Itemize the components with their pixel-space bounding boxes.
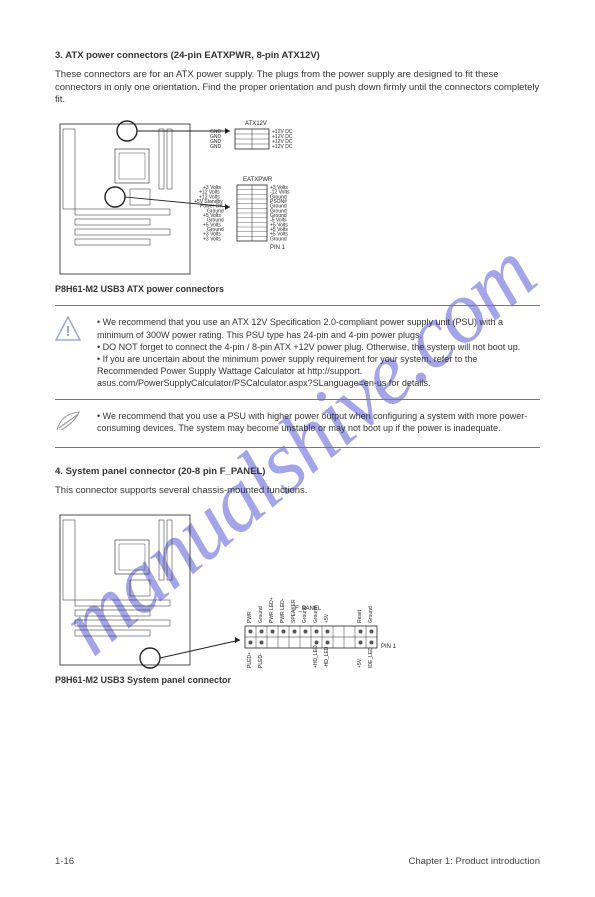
svg-text:PLED-: PLED- xyxy=(258,653,264,668)
svg-text:EATXPWR: EATXPWR xyxy=(243,177,273,183)
svg-text:Ground: Ground xyxy=(258,606,264,623)
footer-page-num: 1-16 xyxy=(55,856,74,867)
section1-heading: 3. ATX power connectors (24-pin EATXPWR,… xyxy=(55,50,540,63)
svg-text:-HD_LED: -HD_LED xyxy=(324,646,330,668)
caution-note: ! • We recommend that you use an ATX 12V… xyxy=(55,316,540,389)
section2-heading: 4. System panel connector (20-8 pin F_PA… xyxy=(55,466,540,479)
section1-desc: These connectors are for an ATX power su… xyxy=(55,69,540,107)
divider-1 xyxy=(55,305,540,306)
svg-text:IDE_LED: IDE_LED xyxy=(368,646,374,667)
page-footer: 1-16 Chapter 1: Product introduction xyxy=(55,856,540,867)
svg-text:PWR: PWR xyxy=(247,611,253,623)
section-2: 4. System panel connector (20-8 pin F_PA… xyxy=(55,466,540,686)
svg-text:Ground: Ground xyxy=(270,237,287,243)
svg-text:SPEAKER: SPEAKER xyxy=(291,599,297,623)
figure-1: ATX12V GND GND GND GND +12V DC +12V DC +… xyxy=(55,119,540,295)
footer-chapter: Chapter 1: Product introduction xyxy=(409,856,541,867)
svg-text:PIN 1: PIN 1 xyxy=(270,245,286,251)
svg-text:PLED+: PLED+ xyxy=(247,652,253,668)
svg-text:ATX12V: ATX12V xyxy=(245,121,267,127)
section1-num: 3. xyxy=(55,50,63,61)
caution-b1: We recommend that you use an ATX 12V Spe… xyxy=(97,317,503,339)
divider-2 xyxy=(55,399,540,400)
figure-2: F_PANEL xyxy=(55,510,540,686)
svg-text:GND: GND xyxy=(210,144,222,150)
caution-text: • We recommend that you use an ATX 12V S… xyxy=(97,316,540,389)
svg-text:PIN 1: PIN 1 xyxy=(381,644,397,650)
motherboard-diagram-2: F_PANEL xyxy=(55,510,415,670)
section1-title: ATX power connectors (24-pin EATXPWR, 8-… xyxy=(65,50,320,61)
caution-b2: DO NOT forget to connect the 4-pin / 8-p… xyxy=(103,342,521,352)
info-b1: We recommend that you use a PSU with hig… xyxy=(97,411,527,433)
svg-text:Ground: Ground xyxy=(302,606,308,623)
svg-text:+HD_LED: +HD_LED xyxy=(313,645,319,668)
section-1: 3. ATX power connectors (24-pin EATXPWR,… xyxy=(55,50,540,295)
svg-text:Ground: Ground xyxy=(313,606,319,623)
svg-text:!: ! xyxy=(66,323,71,340)
section2-desc: This connector supports several chassis-… xyxy=(55,485,540,498)
svg-text:PWR LED+: PWR LED+ xyxy=(269,597,275,623)
svg-text:+3 Volts: +3 Volts xyxy=(203,237,221,243)
info-note: • We recommend that you use a PSU with h… xyxy=(55,410,540,437)
info-text: • We recommend that you use a PSU with h… xyxy=(97,410,540,434)
caution-b3: If you are uncertain about the minimum p… xyxy=(97,354,477,388)
section2-num: 4. xyxy=(55,466,63,477)
figure1-caption: P8H61-M2 USB3 ATX power connectors xyxy=(55,283,540,295)
divider-3 xyxy=(55,447,540,448)
svg-text:Reset: Reset xyxy=(357,609,363,623)
page-content: 3. ATX power connectors (24-pin EATXPWR,… xyxy=(0,0,595,726)
svg-text:+12V DC: +12V DC xyxy=(272,144,293,150)
svg-text:Ground: Ground xyxy=(368,606,374,623)
svg-text:+5V: +5V xyxy=(357,658,363,668)
svg-text:PWR LED-: PWR LED- xyxy=(280,598,286,623)
feather-icon xyxy=(55,410,83,437)
figure2-caption: P8H61-M2 USB3 System panel connector xyxy=(55,674,540,686)
section2-title: System panel connector (20-8 pin F_PANEL… xyxy=(66,466,266,477)
caution-icon: ! xyxy=(55,316,83,347)
svg-text:+5V: +5V xyxy=(324,613,330,623)
motherboard-diagram-1: ATX12V GND GND GND GND +12V DC +12V DC +… xyxy=(55,119,335,279)
